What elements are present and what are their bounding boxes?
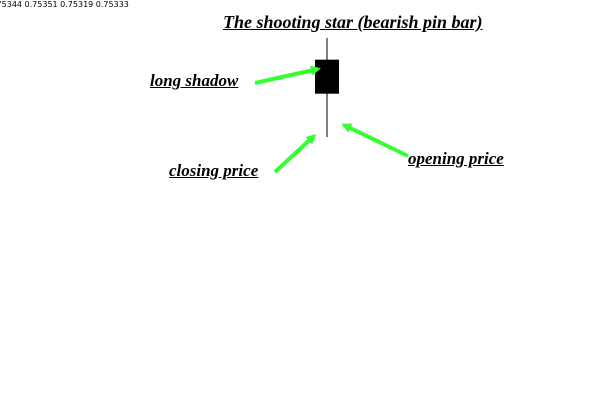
annotation-opening-price: opening price [408, 149, 504, 168]
candle-0-body [315, 59, 339, 94]
chart-title: The shooting star (bearish pin bar) [223, 12, 483, 32]
ohlc-readout: .75344 0.75351 0.75319 0.75333 [0, 0, 129, 9]
annotation-closing-price: closing price [169, 161, 259, 180]
arrow-opening-price [341, 123, 409, 158]
annotation-long-shadow: long shadow [150, 71, 239, 90]
candles-group [315, 38, 339, 137]
arrow-closing-price [273, 133, 317, 174]
arrow-long-shadow [254, 65, 321, 85]
